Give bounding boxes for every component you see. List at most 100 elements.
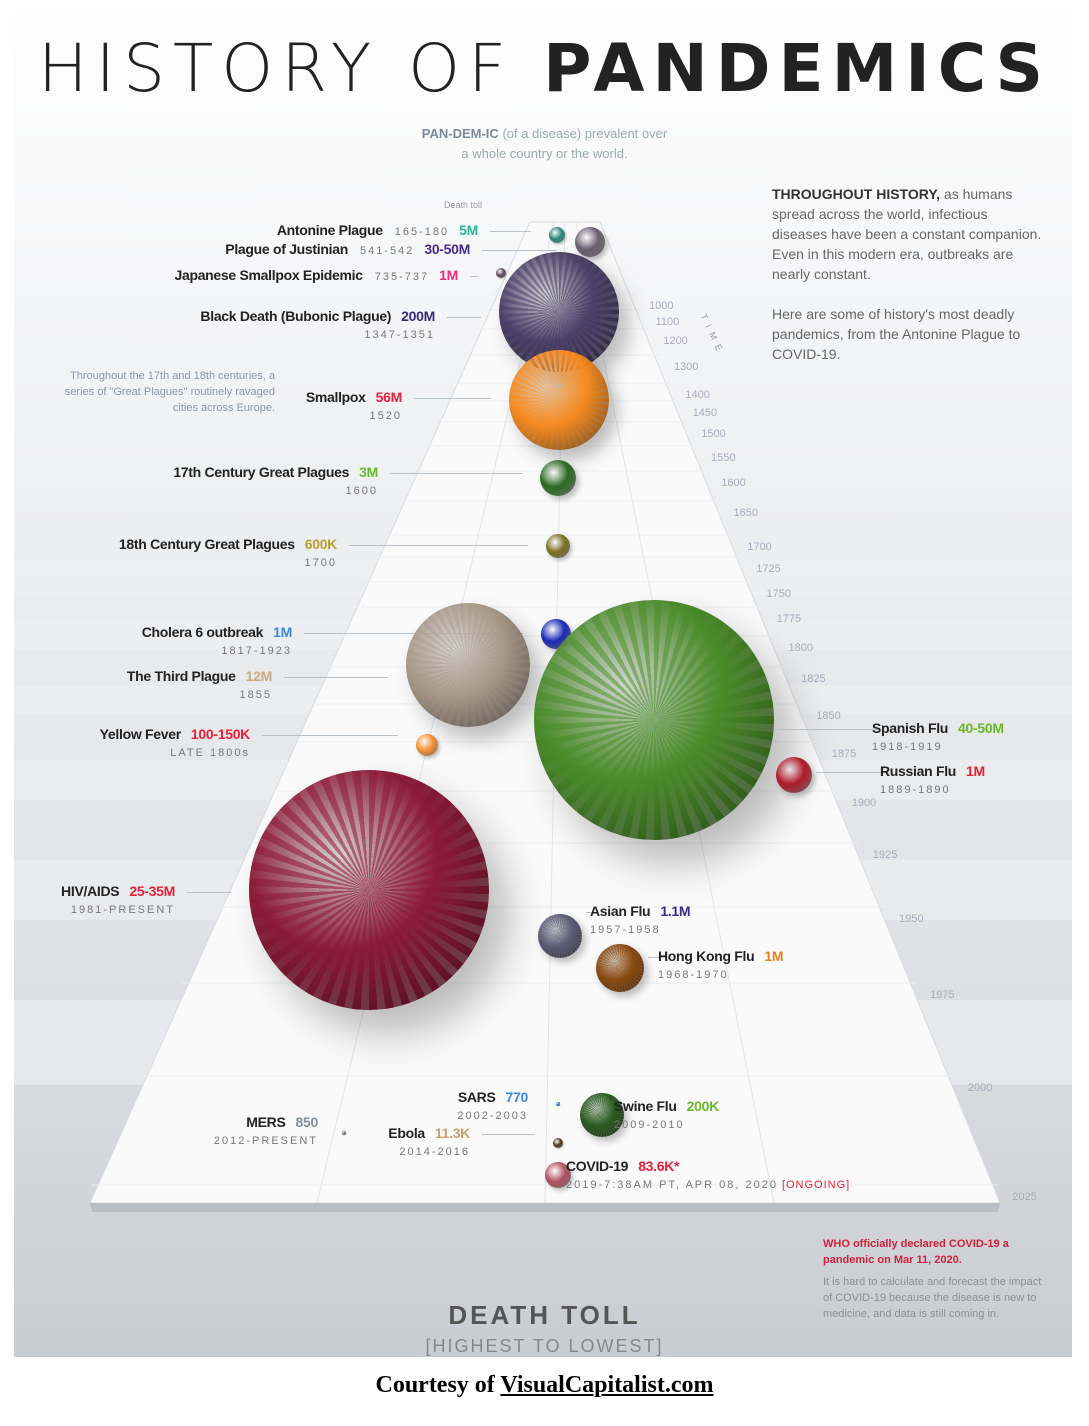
timeline-tick: 1825	[801, 673, 826, 685]
death-toll: 3M	[359, 464, 378, 480]
pandemic-bubble	[496, 268, 506, 278]
pandemic-name: Smallpox	[305, 389, 366, 405]
pandemic-name: MERS	[246, 1114, 286, 1130]
death-toll: 25-35M	[129, 883, 175, 899]
pandemic-name: 18th Century Great Plagues	[118, 536, 295, 552]
timeline-tick: 1400	[685, 389, 710, 401]
pandemic-bubble	[556, 1102, 560, 1106]
pandemic-label: 18th Century Great Plagues 600K 1700	[119, 536, 337, 572]
timeline-tick: 1300	[673, 361, 699, 373]
pandemic-years: 2009-2010	[614, 1119, 685, 1131]
pandemic-label: SARS 770 2002-2003	[457, 1089, 528, 1125]
pandemic-label: Cholera 6 outbreak 1M 1817-1923	[141, 624, 293, 660]
axis-subtitle: [HIGHEST TO LOWEST]	[425, 1336, 664, 1356]
pandemic-label: Yellow Fever 100-150K LATE 1800s	[100, 726, 251, 762]
pandemic-label: 17th Century Great Plagues 3M 1600	[173, 464, 378, 500]
pandemic-name: Asian Flu	[590, 903, 651, 919]
pandemic-label: Asian Flu 1.1M 1957-1958	[590, 903, 691, 939]
death-toll: 200K	[686, 1098, 720, 1114]
death-toll: 40-50M	[958, 720, 1004, 736]
pandemic-years: 1968-1970	[658, 969, 729, 981]
page-title: HISTORY OF PANDEMICS	[37, 30, 1052, 107]
intro-text: THROUGHOUT HISTORY, as humans spread acr…	[772, 186, 1042, 362]
pandemic-label: COVID-19 83.6K* 2019-7:38AM PT, APR 08, 20…	[566, 1158, 850, 1194]
pandemic-bubble	[580, 1093, 624, 1137]
pandemic-years: 2002-2003	[457, 1110, 528, 1122]
pandemic-label: The Third Plague 12M 1855	[127, 668, 272, 704]
leader-line	[284, 677, 388, 678]
pandemic-bubble	[538, 914, 582, 958]
death-toll: 11.3K	[434, 1125, 470, 1141]
pandemic-bubble	[553, 1138, 563, 1148]
leader-line	[262, 735, 398, 736]
leader-line	[490, 231, 531, 232]
leader-line	[482, 250, 557, 251]
death-toll: 1M	[966, 763, 985, 779]
death-toll: 83.6K*	[638, 1158, 680, 1174]
pandemic-years: 1520	[369, 410, 402, 422]
timeline-tick: 1700	[747, 541, 772, 553]
pandemic-bubble	[509, 350, 609, 450]
timeline-tick: 1800	[788, 642, 813, 654]
pandemic-bubble	[776, 757, 812, 793]
who-note: WHO officially declared COVID-19 a pande…	[823, 1238, 1009, 1266]
pandemic-years: 2012-PRESENT	[213, 1135, 318, 1147]
pandemic-years: 1889-1890	[880, 784, 951, 796]
death-toll: 1.1M	[660, 903, 691, 919]
pandemic-years: 735-737	[374, 271, 430, 283]
timeline-tick: 1600	[721, 477, 746, 489]
death-toll: 1M	[764, 948, 784, 964]
pandemic-years: 2019-7:38AM PT, APR 08, 2020	[566, 1179, 778, 1191]
death-toll: 1M	[439, 267, 458, 283]
pandemic-name: Cholera 6 outbreak	[141, 624, 264, 640]
pandemic-years: 1700	[304, 557, 337, 569]
leader-line	[390, 473, 522, 474]
pandemic-label: Swine Flu 200K 2009-2010	[614, 1098, 719, 1134]
death-toll: 100-150K	[190, 726, 250, 742]
pandemic-label: Russian Flu 1M 1889-1890	[880, 763, 985, 799]
pandemic-years: 165-180	[394, 226, 450, 238]
status-badge: [ONGOING]	[781, 1179, 851, 1191]
timeline-tick: 1750	[766, 588, 791, 600]
death-toll: 600K	[304, 536, 338, 552]
pandemic-name: The Third Plague	[126, 668, 236, 684]
covid-note: It is hard to calculate and forecast the…	[823, 1276, 1042, 1320]
pandemic-bubble	[575, 227, 605, 257]
timeline-tick: 1950	[899, 913, 924, 925]
pandemic-bubble	[546, 534, 570, 558]
pandemic-bubble	[416, 734, 438, 756]
pandemic-label: MERS 850 2012-PRESENT	[214, 1114, 318, 1150]
pandemic-bubble	[406, 603, 530, 727]
pandemic-bubble	[534, 600, 774, 840]
timeline-tick: 1875	[831, 748, 857, 760]
source-link[interactable]: VisualCapitalist.com	[500, 1372, 714, 1398]
timeline-tick: 1200	[663, 335, 688, 347]
leader-line	[816, 772, 888, 773]
pandemic-label: Antonine Plague 165-180 5M	[277, 222, 478, 241]
pandemic-bubble	[342, 1131, 346, 1135]
timeline-tick: 1900	[851, 797, 877, 809]
pandemic-name: SARS	[457, 1089, 496, 1105]
leader-line	[187, 892, 231, 893]
pandemic-name: Hong Kong Flu	[658, 948, 755, 964]
pandemic-name: Russian Flu	[880, 763, 957, 779]
death-toll: 850	[295, 1114, 319, 1130]
timeline-tick: 1975	[930, 989, 955, 1001]
pandemic-label: Black Death (Bubonic Plague) 200M 1347-135…	[200, 308, 435, 344]
timeline-tick: 1925	[872, 849, 898, 861]
pandemic-bubble	[596, 944, 644, 992]
timeline-tick: 1775	[776, 613, 802, 625]
timeline-tick: 1500	[701, 428, 726, 440]
timeline-tick: 1100	[655, 316, 680, 328]
timeline-tick: 1725	[756, 563, 781, 575]
leader-line	[586, 912, 598, 913]
pandemic-label: Ebola 11.3K 2014-2016	[388, 1125, 470, 1161]
pandemic-years: LATE 1800s	[170, 747, 250, 759]
pandemic-years: 1347-1351	[364, 329, 435, 341]
leader-line	[648, 957, 666, 958]
pandemic-label: HIV/AIDS 25-35M 1981-PRESENT	[61, 883, 175, 919]
leader-line	[778, 729, 880, 730]
leader-line	[482, 1134, 535, 1135]
timeline-tick: 1450	[692, 407, 718, 419]
leader-line	[414, 398, 491, 399]
